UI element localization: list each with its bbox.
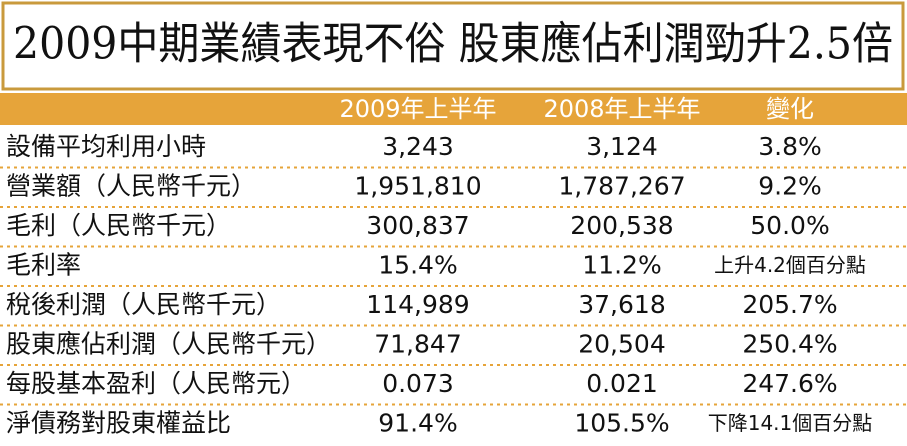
cell-value: 9.2% bbox=[758, 171, 822, 200]
row-label: 營業額（人民幣千元） bbox=[6, 171, 256, 200]
cell-value: 3,243 bbox=[382, 132, 454, 161]
cell-value: 200,538 bbox=[570, 211, 673, 240]
cell-value: 205.7% bbox=[742, 290, 837, 319]
row-label: 股東應佔利潤（人民幣千元） bbox=[6, 329, 331, 358]
cell-value: 91.4% bbox=[378, 408, 457, 437]
row-label: 毛利率 bbox=[6, 250, 81, 279]
cell-value: 247.6% bbox=[742, 369, 837, 398]
row-label: 毛利（人民幣千元） bbox=[6, 211, 231, 240]
column-header: 變化 bbox=[766, 95, 814, 123]
cell-value: 300,837 bbox=[366, 211, 469, 240]
column-header: 2009年上半年 bbox=[339, 95, 496, 123]
row-label: 淨債務對股東權益比 bbox=[6, 408, 231, 437]
cell-value: 11.2% bbox=[582, 250, 661, 279]
title: 2009中期業績表現不俗 股東應佔利潤勁升2.5倍 bbox=[13, 19, 893, 70]
cell-value: 1,951,810 bbox=[354, 171, 481, 200]
row-label: 每股基本盈利（人民幣元） bbox=[6, 369, 306, 398]
cell-value: 下降14.1個百分點 bbox=[708, 411, 873, 435]
cell-value: 114,989 bbox=[366, 290, 469, 319]
header-bar bbox=[0, 93, 907, 125]
row-label: 稅後利潤（人民幣千元） bbox=[6, 290, 281, 319]
cell-value: 0.073 bbox=[382, 369, 454, 398]
cell-value: 上升4.2個百分點 bbox=[714, 253, 866, 277]
row-label: 設備平均利用小時 bbox=[6, 132, 206, 161]
column-header: 2008年上半年 bbox=[543, 95, 700, 123]
cell-value: 50.0% bbox=[750, 211, 829, 240]
cell-value: 250.4% bbox=[742, 329, 837, 358]
cell-value: 105.5% bbox=[574, 408, 669, 437]
cell-value: 37,618 bbox=[578, 290, 665, 319]
cell-value: 0.021 bbox=[586, 369, 658, 398]
cell-value: 15.4% bbox=[378, 250, 457, 279]
cell-value: 71,847 bbox=[374, 329, 461, 358]
cell-value: 3,124 bbox=[586, 132, 658, 161]
cell-value: 20,504 bbox=[578, 329, 665, 358]
title-box bbox=[1, 1, 905, 91]
cell-value: 1,787,267 bbox=[558, 171, 685, 200]
cell-value: 3.8% bbox=[758, 132, 822, 161]
